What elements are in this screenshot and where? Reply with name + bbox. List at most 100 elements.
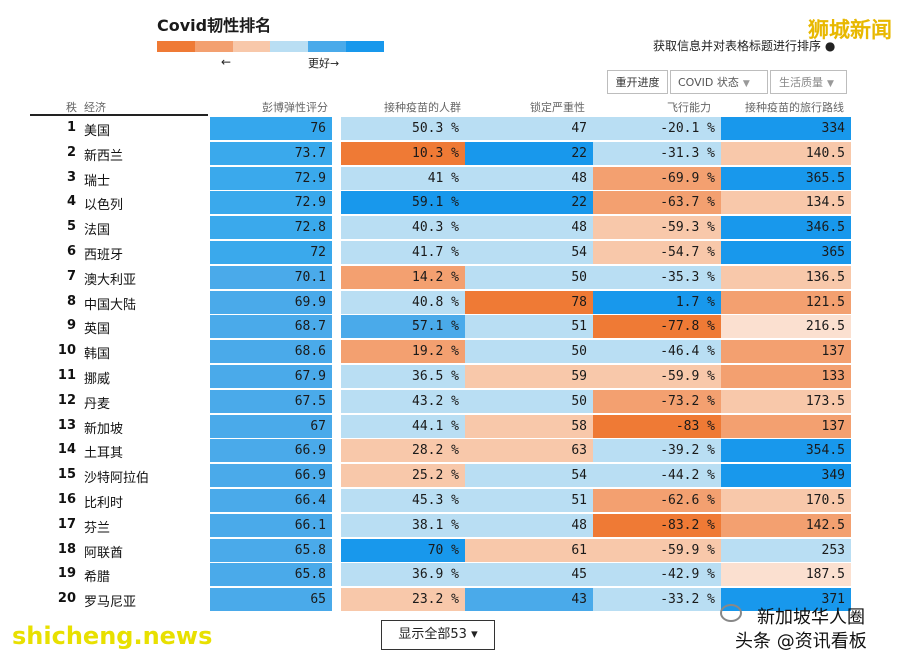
- legend-swatch: [346, 41, 384, 52]
- country-cell: 澳大利亚: [84, 273, 137, 288]
- rank-cell: 18: [57, 542, 76, 557]
- country-cell: 芬兰: [84, 521, 111, 536]
- country-cell: 中国大陆: [84, 298, 137, 313]
- vaccinated-cell: 23.2 %: [341, 588, 465, 611]
- flight-cell: -59.9 %: [593, 365, 721, 388]
- flight-cell: -33.2 %: [593, 588, 721, 611]
- routes-cell: 354.5: [721, 439, 851, 462]
- flight-cell: -46.4 %: [593, 340, 721, 363]
- country-cell: 沙特阿拉伯: [84, 471, 150, 486]
- routes-cell: 121.5: [721, 291, 851, 314]
- country-cell: 以色列: [84, 198, 124, 213]
- rank-cell: 1: [66, 120, 76, 135]
- country-cell: 新西兰: [84, 149, 124, 164]
- covid-status-dropdown[interactable]: COVID 状态 ▼: [670, 70, 768, 94]
- rank-cell: 11: [57, 368, 76, 383]
- lockdown-cell: 47: [465, 117, 593, 140]
- routes-cell: 253: [721, 539, 851, 562]
- country-cell: 希腊: [84, 570, 111, 585]
- flight-cell: -31.3 %: [593, 142, 721, 165]
- score-cell: 65.8: [210, 563, 332, 586]
- life-quality-dropdown[interactable]: 生活质量 ▼: [770, 70, 847, 94]
- watermark-bottom-left: shicheng.news: [12, 622, 213, 650]
- country-cell: 土耳其: [84, 446, 124, 461]
- col-header-routes[interactable]: 接种疫苗的旅行路线: [745, 101, 844, 114]
- lockdown-cell: 54: [465, 464, 593, 487]
- score-cell: 65.8: [210, 539, 332, 562]
- legend-worse-arrow: ←: [221, 55, 232, 69]
- lockdown-cell: 48: [465, 216, 593, 239]
- flight-cell: -35.3 %: [593, 266, 721, 289]
- score-cell: 68.6: [210, 340, 332, 363]
- score-cell: 72.9: [210, 167, 332, 190]
- lockdown-cell: 61: [465, 539, 593, 562]
- rank-cell: 5: [66, 219, 76, 234]
- routes-cell: 334: [721, 117, 851, 140]
- lockdown-cell: 22: [465, 191, 593, 214]
- routes-cell: 137: [721, 340, 851, 363]
- tab-reopen-progress[interactable]: 重开进度: [607, 70, 668, 94]
- flight-cell: -69.9 %: [593, 167, 721, 190]
- legend-swatch: [270, 41, 309, 52]
- col-header-rank[interactable]: 秩: [66, 101, 77, 114]
- legend-swatch: [232, 41, 271, 52]
- country-cell: 丹麦: [84, 397, 111, 412]
- score-cell: 69.9: [210, 291, 332, 314]
- rank-cell: 2: [66, 145, 76, 160]
- country-cell: 英国: [84, 322, 111, 337]
- vaccinated-cell: 40.8 %: [341, 291, 465, 314]
- routes-cell: 133: [721, 365, 851, 388]
- lockdown-cell: 51: [465, 489, 593, 512]
- score-cell: 66.9: [210, 439, 332, 462]
- flight-cell: -77.8 %: [593, 315, 721, 338]
- vaccinated-cell: 14.2 %: [341, 266, 465, 289]
- flight-cell: -83 %: [593, 415, 721, 438]
- col-header-vaccinated[interactable]: 接种疫苗的人群: [384, 101, 461, 114]
- vaccinated-cell: 28.2 %: [341, 439, 465, 462]
- routes-cell: 187.5: [721, 563, 851, 586]
- country-cell: 韩国: [84, 347, 111, 362]
- col-header-lockdown[interactable]: 锁定严重性: [530, 101, 585, 114]
- lockdown-cell: 45: [465, 563, 593, 586]
- lockdown-cell: 50: [465, 266, 593, 289]
- vaccinated-cell: 50.3 %: [341, 117, 465, 140]
- flight-cell: -39.2 %: [593, 439, 721, 462]
- routes-cell: 170.5: [721, 489, 851, 512]
- rank-cell: 7: [66, 269, 76, 284]
- rank-cell: 14: [57, 442, 76, 457]
- vaccinated-cell: 19.2 %: [341, 340, 465, 363]
- country-cell: 挪威: [84, 372, 111, 387]
- flight-cell: -42.9 %: [593, 563, 721, 586]
- lockdown-cell: 48: [465, 514, 593, 537]
- col-header-country[interactable]: 经济: [84, 101, 106, 114]
- flight-cell: 1.7 %: [593, 291, 721, 314]
- color-legend: [157, 41, 384, 52]
- lockdown-cell: 50: [465, 340, 593, 363]
- col-header-score[interactable]: 彭博弹性评分: [262, 101, 328, 114]
- vaccinated-cell: 44.1 %: [341, 415, 465, 438]
- lockdown-cell: 51: [465, 315, 593, 338]
- country-cell: 罗马尼亚: [84, 595, 137, 610]
- score-cell: 65: [210, 588, 332, 611]
- caret-down-icon: ▼: [742, 79, 750, 89]
- lockdown-cell: 54: [465, 241, 593, 264]
- vaccinated-cell: 25.2 %: [341, 464, 465, 487]
- score-cell: 72.9: [210, 191, 332, 214]
- lockdown-cell: 43: [465, 588, 593, 611]
- lockdown-cell: 58: [465, 415, 593, 438]
- routes-cell: 140.5: [721, 142, 851, 165]
- country-cell: 新加坡: [84, 422, 124, 437]
- rank-cell: 4: [66, 194, 76, 209]
- score-cell: 67: [210, 415, 332, 438]
- lockdown-cell: 50: [465, 390, 593, 413]
- col-header-flight[interactable]: 飞行能力: [667, 101, 711, 114]
- show-all-button[interactable]: 显示全部53 ▾: [381, 620, 495, 650]
- flight-cell: -44.2 %: [593, 464, 721, 487]
- vaccinated-cell: 10.3 %: [341, 142, 465, 165]
- routes-cell: 134.5: [721, 191, 851, 214]
- legend-swatch: [157, 41, 195, 52]
- rank-cell: 9: [66, 318, 76, 333]
- routes-cell: 371: [721, 588, 851, 611]
- country-cell: 阿联酋: [84, 546, 124, 561]
- lockdown-cell: 78: [465, 291, 593, 314]
